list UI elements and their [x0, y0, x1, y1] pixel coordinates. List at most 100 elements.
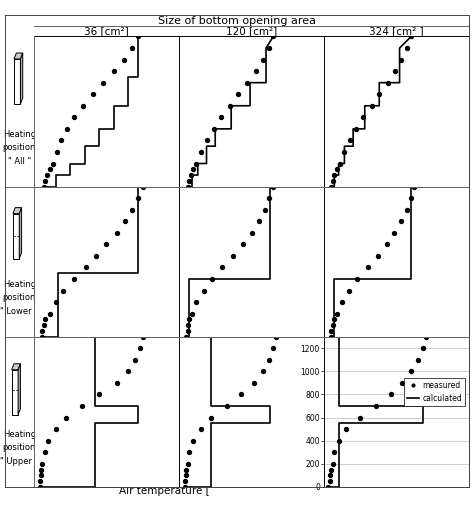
Legend: measured, calculated: measured, calculated — [404, 378, 465, 406]
Point — [410, 182, 418, 191]
Point — [335, 437, 342, 445]
Point — [42, 315, 49, 323]
Point — [100, 79, 107, 87]
Point — [184, 327, 191, 335]
Point — [62, 414, 70, 422]
Point — [407, 367, 415, 375]
Point — [217, 113, 225, 122]
Point — [139, 333, 146, 341]
Text: Heating: Heating — [3, 130, 36, 139]
Polygon shape — [19, 208, 22, 259]
Point — [328, 327, 335, 335]
Point — [226, 101, 234, 110]
Point — [397, 56, 405, 64]
Point — [239, 240, 246, 248]
Text: position: position — [2, 443, 36, 452]
Point — [71, 275, 78, 283]
Polygon shape — [13, 208, 22, 214]
Polygon shape — [14, 53, 23, 59]
Point — [184, 460, 191, 468]
Point — [259, 367, 267, 375]
Point — [79, 101, 87, 110]
Text: 120 [cm²]: 120 [cm²] — [226, 26, 277, 36]
Point — [124, 367, 132, 375]
Point — [270, 344, 277, 352]
Point — [337, 298, 345, 306]
Point — [243, 79, 251, 87]
Point — [187, 171, 194, 179]
Point — [390, 229, 398, 237]
Text: Heating: Heating — [3, 430, 36, 439]
Point — [185, 448, 193, 456]
Point — [219, 263, 226, 271]
Point — [113, 229, 120, 237]
Point — [45, 437, 52, 445]
Point — [39, 327, 46, 335]
Point — [251, 379, 258, 387]
Point — [329, 177, 337, 185]
Point — [419, 344, 427, 352]
Point — [352, 125, 360, 133]
Point — [53, 148, 61, 156]
Point — [329, 460, 337, 468]
Point — [265, 194, 273, 202]
Point — [329, 321, 337, 329]
Point — [330, 315, 338, 323]
Point — [64, 125, 71, 133]
Point — [328, 333, 335, 341]
Point — [333, 310, 341, 318]
Polygon shape — [20, 53, 23, 104]
Point — [356, 414, 364, 422]
Point — [326, 477, 334, 485]
Point — [46, 165, 54, 174]
Point — [387, 390, 395, 399]
Point — [40, 321, 48, 329]
Point — [192, 298, 200, 306]
Point — [182, 466, 190, 474]
Bar — [14, 59, 20, 104]
Point — [188, 310, 196, 318]
Point — [265, 356, 273, 364]
Point — [71, 113, 78, 122]
Point — [373, 402, 380, 410]
Point — [139, 182, 146, 191]
Point — [37, 471, 45, 479]
Point — [113, 379, 120, 387]
Point — [265, 44, 273, 52]
Point — [120, 56, 128, 64]
Point — [57, 136, 65, 145]
Point — [328, 466, 335, 474]
Point — [422, 333, 429, 341]
Point — [121, 217, 129, 226]
Point — [209, 275, 216, 283]
Text: " Upper ": " Upper " — [0, 457, 38, 466]
Point — [383, 240, 390, 248]
Point — [223, 402, 231, 410]
Point — [270, 32, 277, 41]
Point — [248, 229, 255, 237]
Point — [190, 437, 197, 445]
Point — [181, 483, 189, 491]
Point — [203, 136, 210, 145]
Point — [237, 390, 245, 399]
Point — [128, 44, 136, 52]
Point — [345, 286, 353, 295]
Point — [49, 159, 56, 167]
Point — [326, 471, 334, 479]
Text: 324 [cm² ]: 324 [cm² ] — [369, 26, 424, 36]
Point — [37, 466, 45, 474]
Point — [207, 414, 215, 422]
Polygon shape — [18, 364, 20, 415]
Point — [190, 165, 197, 174]
Point — [135, 32, 142, 41]
Point — [181, 477, 189, 485]
Point — [197, 425, 204, 433]
Point — [415, 356, 422, 364]
Point — [136, 344, 144, 352]
Point — [270, 182, 277, 191]
Point — [92, 252, 100, 260]
Point — [364, 263, 372, 271]
Text: " Lower ": " Lower " — [0, 307, 38, 316]
Text: Size of bottom opening area: Size of bottom opening area — [158, 15, 316, 26]
Point — [375, 90, 383, 98]
